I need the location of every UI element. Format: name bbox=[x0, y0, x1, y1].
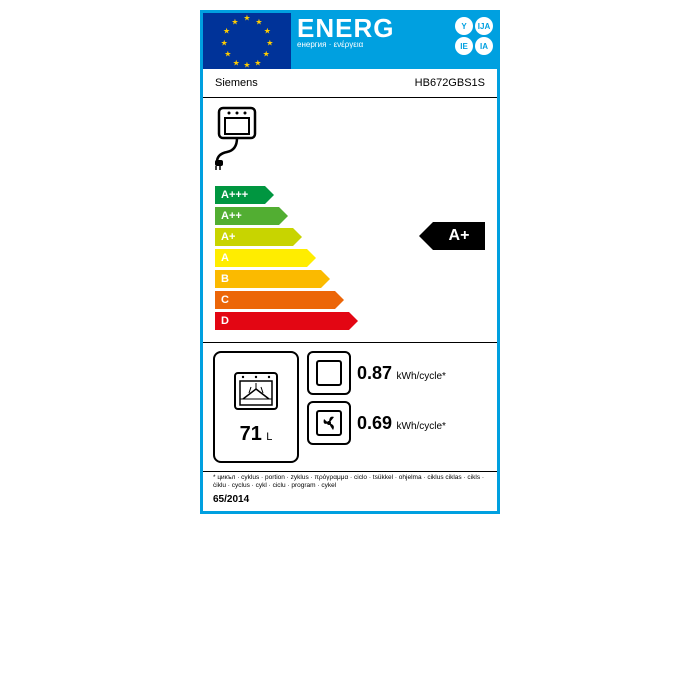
scale-row: C bbox=[215, 290, 485, 310]
product-row: Siemens HB672GBS1S bbox=[203, 69, 497, 98]
fan-row: 0.69 kWh/cycle* bbox=[307, 401, 487, 445]
consumption-column: 0.87 kWh/cycle* 0.69 kWh/cycle* bbox=[307, 351, 487, 463]
energy-label: ★ ★ ★ ★ ★ ★ ★ ★ ★ ★ ★ ★ ENERG енергия · … bbox=[200, 10, 500, 514]
scale-bar: C bbox=[215, 291, 335, 309]
efficiency-scale: A+++ A++ A+ ABCD A+ bbox=[203, 179, 497, 342]
conventional-row: 0.87 kWh/cycle* bbox=[307, 351, 487, 395]
scale-bar: A+++ bbox=[215, 186, 265, 204]
scale-row: D bbox=[215, 311, 485, 331]
lang-badge: Y bbox=[455, 17, 473, 35]
fan-value: 0.69 bbox=[357, 413, 392, 433]
eu-flag: ★ ★ ★ ★ ★ ★ ★ ★ ★ ★ ★ ★ bbox=[203, 13, 291, 69]
lang-badge: IE bbox=[455, 37, 473, 55]
model: HB672GBS1S bbox=[415, 77, 485, 89]
oven-volume-icon bbox=[229, 369, 283, 423]
oven-plug-icon bbox=[215, 106, 275, 170]
conventional-value: 0.87 bbox=[357, 363, 392, 383]
regulation: 65/2014 bbox=[203, 492, 497, 511]
scale-row: A+++ bbox=[215, 185, 485, 205]
rating-value: A+ bbox=[449, 227, 470, 245]
rating-indicator: A+ bbox=[433, 222, 485, 250]
footnote: * цикъл · cyklus · portion · zyklus · πρ… bbox=[203, 471, 497, 492]
lang-badge: IJA bbox=[475, 17, 493, 35]
eu-stars: ★ ★ ★ ★ ★ ★ ★ ★ ★ ★ ★ ★ bbox=[217, 11, 277, 71]
volume-value: 71 bbox=[240, 423, 262, 445]
fan-unit: kWh/cycle* bbox=[397, 421, 446, 432]
volume-unit: L bbox=[266, 431, 272, 443]
specs-section: 71 L 0.87 kWh/cycle* bbox=[203, 342, 497, 471]
energ-block: ENERG енергия · ενέργεια Y IJA IE IA bbox=[291, 13, 497, 69]
volume-box: 71 L bbox=[213, 351, 299, 463]
lang-badge: IA bbox=[475, 37, 493, 55]
lang-badges: Y IJA IE IA bbox=[455, 17, 493, 55]
conventional-unit: kWh/cycle* bbox=[397, 371, 446, 382]
conventional-icon bbox=[307, 351, 351, 395]
scale-bar: A++ bbox=[215, 207, 279, 225]
appliance-icon-section bbox=[203, 98, 497, 179]
scale-bar: A bbox=[215, 249, 307, 267]
scale-row: B bbox=[215, 269, 485, 289]
scale-bar: D bbox=[215, 312, 349, 330]
scale-bar: B bbox=[215, 270, 321, 288]
brand: Siemens bbox=[215, 77, 258, 89]
header: ★ ★ ★ ★ ★ ★ ★ ★ ★ ★ ★ ★ ENERG енергия · … bbox=[203, 13, 497, 69]
scale-row: A bbox=[215, 248, 485, 268]
scale-bar: A+ bbox=[215, 228, 293, 246]
fan-icon bbox=[307, 401, 351, 445]
